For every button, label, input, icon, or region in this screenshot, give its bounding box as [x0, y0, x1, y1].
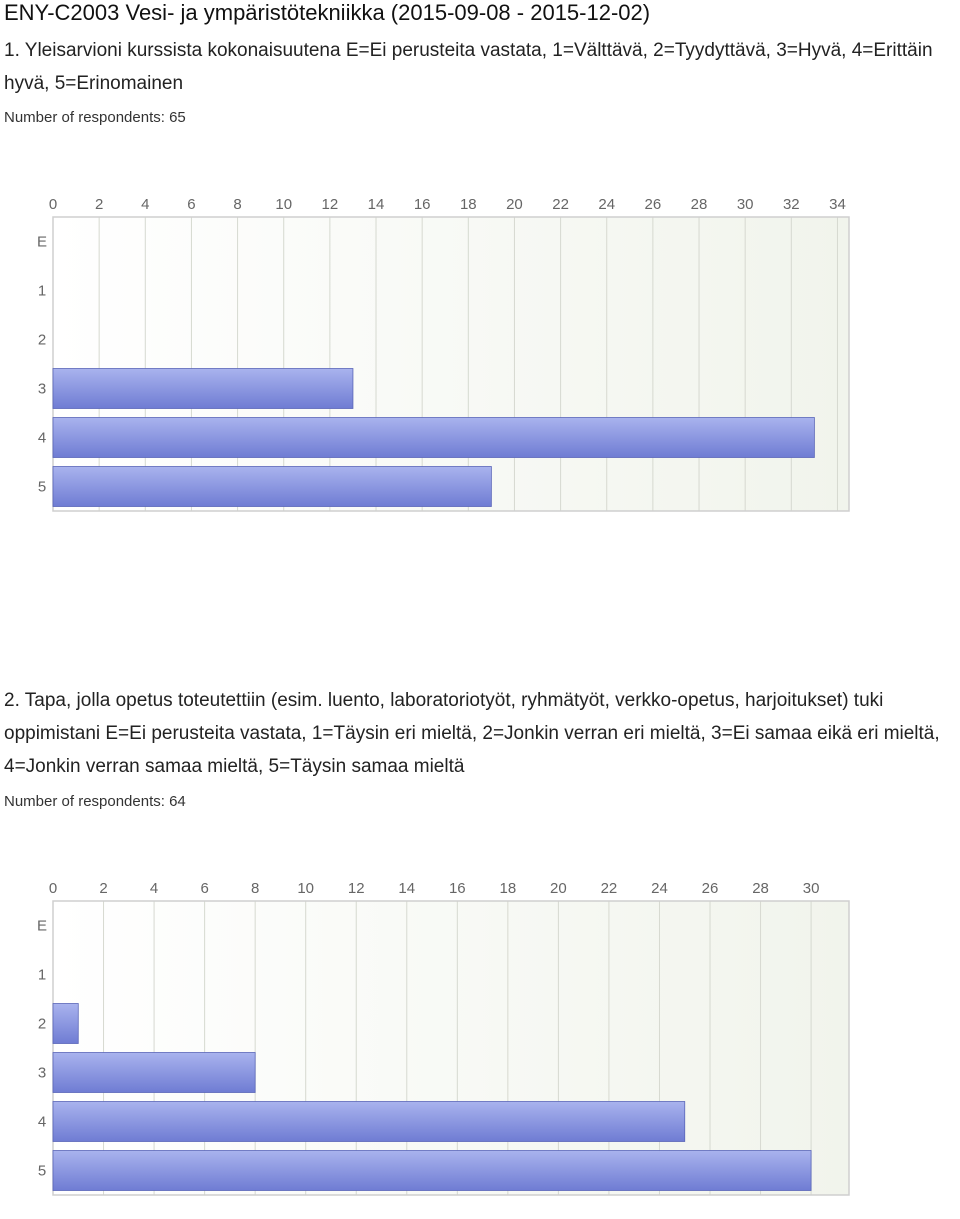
x-tick-label: 4 [150, 880, 158, 897]
x-tick-label: 24 [651, 880, 668, 897]
bar-5 [52, 1150, 812, 1191]
x-tick-label: 20 [506, 196, 523, 213]
x-tick-label: 18 [500, 880, 517, 897]
bar-2 [52, 1003, 79, 1044]
category-label: 4 [38, 1114, 46, 1131]
x-tick-label: 22 [601, 880, 618, 897]
category-label: 3 [38, 1065, 46, 1082]
bar-3 [52, 368, 354, 409]
bar-5 [52, 466, 492, 507]
category-label: 3 [38, 381, 46, 398]
plot-frame [52, 900, 850, 1196]
x-tick-label: 8 [251, 880, 259, 897]
x-tick-label: 28 [691, 196, 708, 213]
x-tick-label: 32 [783, 196, 800, 213]
bar-3 [52, 1052, 256, 1093]
bar-4 [52, 417, 815, 458]
x-tick-label: 10 [275, 196, 292, 213]
category-label: 2 [38, 1016, 46, 1033]
x-tick-label: 22 [552, 196, 569, 213]
x-tick-label: 34 [829, 196, 846, 213]
x-tick-label: 2 [95, 196, 103, 213]
question-1-respondents: Number of respondents: 65 [4, 109, 186, 126]
x-tick-label: 4 [141, 196, 149, 213]
x-tick-label: 14 [398, 880, 415, 897]
category-label: 4 [38, 430, 46, 447]
question-2-respondents: Number of respondents: 64 [4, 793, 186, 810]
question-1-text: 1. Yleisarvioni kurssista kokonaisuutena… [4, 40, 933, 94]
category-label: 5 [38, 1163, 46, 1180]
bar-4 [52, 1101, 686, 1142]
x-tick-label: 28 [752, 880, 769, 897]
category-label: 1 [38, 967, 46, 984]
plot-area [53, 217, 849, 511]
category-label: E [37, 234, 47, 251]
x-tick-label: 20 [550, 880, 567, 897]
category-label: 2 [38, 332, 46, 349]
x-tick-label: 8 [233, 196, 241, 213]
x-tick-label: 26 [702, 880, 719, 897]
x-tick-label: 18 [460, 196, 477, 213]
x-tick-label: 30 [803, 880, 820, 897]
x-tick-label: 2 [99, 880, 107, 897]
page-title: ENY-C2003 Vesi- ja ympäristötekniikka (2… [4, 0, 651, 25]
x-tick-label: 14 [368, 196, 385, 213]
plot-area [53, 901, 849, 1195]
question-2-text: 2. Tapa, jolla opetus toteutettiin (esim… [4, 690, 940, 777]
x-tick-label: 16 [414, 196, 431, 213]
plot-frame [52, 216, 850, 512]
x-tick-label: 24 [598, 196, 615, 213]
x-tick-label: 0 [49, 880, 57, 897]
x-tick-label: 10 [297, 880, 314, 897]
x-tick-label: 12 [322, 196, 339, 213]
category-label: 5 [38, 479, 46, 496]
category-label: 1 [38, 283, 46, 300]
x-tick-label: 0 [49, 196, 57, 213]
x-tick-label: 12 [348, 880, 365, 897]
x-tick-label: 6 [187, 196, 195, 213]
category-label: E [37, 918, 47, 935]
x-tick-label: 26 [645, 196, 662, 213]
x-tick-label: 30 [737, 196, 754, 213]
x-tick-label: 16 [449, 880, 466, 897]
x-tick-label: 6 [200, 880, 208, 897]
